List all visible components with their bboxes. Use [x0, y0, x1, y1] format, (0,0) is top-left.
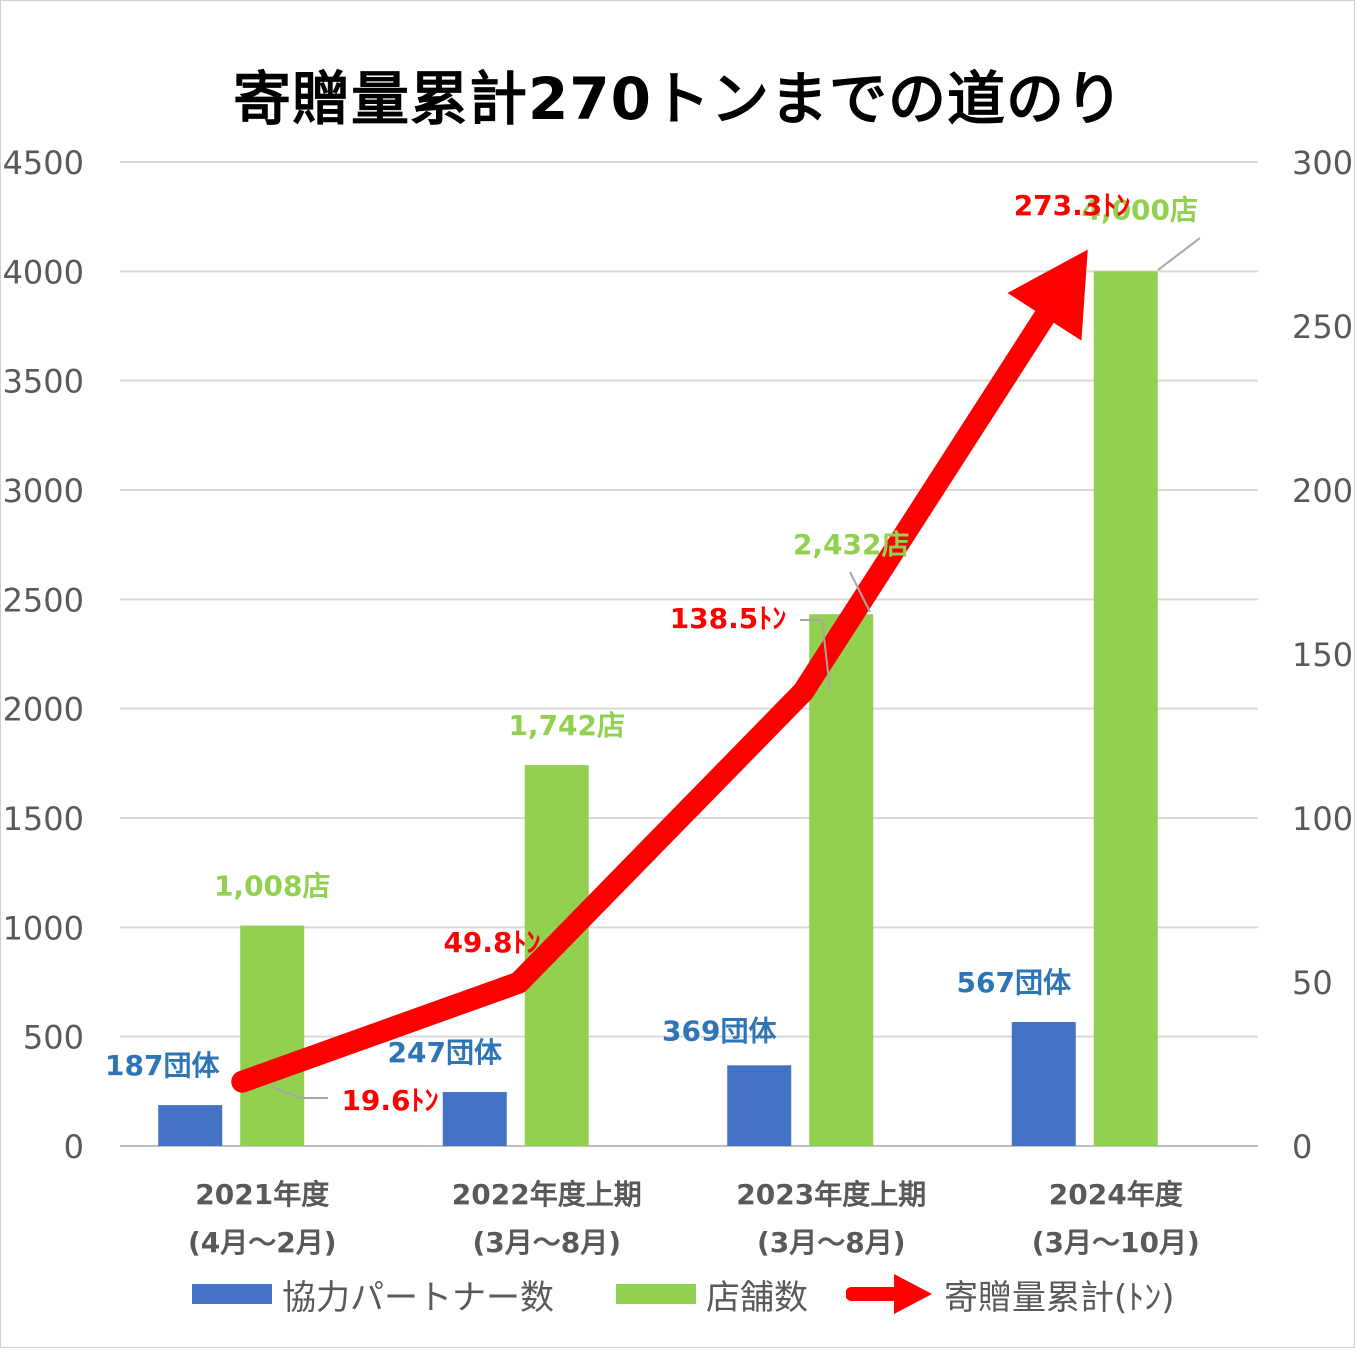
bar-partners	[1011, 1022, 1076, 1146]
left-axis-tick-label: 3000	[3, 472, 84, 510]
data-label-stores: 1,008店	[214, 870, 331, 903]
x-axis-category-label: 2024年度	[1049, 1178, 1183, 1211]
right-axis-tick-label: 150	[1292, 636, 1353, 674]
data-label-donation: 273.3ﾄﾝ	[1014, 189, 1131, 222]
data-label-partners: 567団体	[957, 966, 1072, 999]
donation-line	[231, 297, 1061, 1093]
data-label-donation: 19.6ﾄﾝ	[341, 1084, 438, 1117]
legend-item-stores: 店舗数	[616, 1268, 808, 1320]
legend-label-partners: 協力パートナー数	[282, 1277, 554, 1318]
right-axis-tick-label: 50	[1292, 964, 1333, 1002]
legend-item-partners: 協力パートナー数	[192, 1268, 554, 1320]
right-axis-tick-label: 200	[1292, 472, 1353, 510]
bar-partners	[727, 1065, 792, 1146]
data-label-stores: 2,432店	[793, 528, 910, 561]
left-axis-tick-label: 4500	[3, 144, 84, 182]
bar-partners	[442, 1091, 507, 1146]
right-axis-tick-label: 250	[1292, 308, 1353, 346]
x-axis-category-sublabel: (4月～2月)	[188, 1226, 337, 1259]
data-label-stores: 4,000店	[1081, 193, 1198, 226]
legend-swatch-partners	[192, 1284, 272, 1304]
data-label-donation: 138.5ﾄﾝ	[670, 602, 787, 635]
x-axis-category-label: 2022年度上期	[452, 1178, 642, 1211]
leader-line	[1157, 237, 1201, 271]
legend-label-donation: 寄贈量累計(ﾄﾝ)	[944, 1277, 1175, 1318]
x-axis-category-sublabel: (3月～10月)	[1032, 1226, 1200, 1259]
x-axis-category-sublabel: (3月～8月)	[757, 1226, 906, 1259]
bar-partners	[158, 1105, 223, 1146]
left-axis-tick-label: 2500	[3, 581, 84, 619]
legend: 協力パートナー数 店舗数 寄贈量累計(ﾄﾝ)	[0, 1268, 1357, 1320]
left-axis-tick-label: 1000	[3, 909, 84, 947]
left-axis-tick-label: 2000	[3, 691, 84, 729]
donation-arrowhead	[1007, 249, 1088, 341]
bar-stores	[809, 614, 874, 1146]
chart-title: 寄贈量累計270トンまでの道のり	[232, 65, 1125, 133]
data-label-donation: 49.8ﾄﾝ	[443, 926, 540, 959]
right-axis-tick-label: 0	[1292, 1128, 1312, 1166]
x-axis-category-sublabel: (3月～8月)	[472, 1226, 621, 1259]
left-axis-tick-label: 0	[64, 1128, 84, 1166]
right-axis-tick-label: 100	[1292, 800, 1353, 838]
legend-item-donation: 寄贈量累計(ﾄﾝ)	[846, 1268, 1175, 1320]
right-axis-tick-label: 300	[1292, 144, 1353, 182]
legend-label-stores: 店舗数	[706, 1277, 808, 1318]
leader-line	[849, 571, 871, 613]
left-axis-tick-label: 4000	[3, 253, 84, 291]
left-axis-tick-label: 1500	[3, 800, 84, 838]
x-axis-category-label: 2023年度上期	[736, 1178, 926, 1211]
x-axis-category-label: 2021年度	[195, 1178, 329, 1211]
legend-swatch-stores	[616, 1284, 696, 1304]
left-axis-tick-label: 500	[23, 1019, 84, 1057]
leader-line	[269, 1085, 328, 1099]
data-label-stores: 1,742店	[508, 709, 625, 742]
left-axis-tick-label: 3500	[3, 363, 84, 401]
bar-stores	[240, 925, 305, 1146]
legend-arrow-icon	[846, 1274, 932, 1314]
data-label-partners: 187団体	[105, 1049, 220, 1082]
bar-stores	[1093, 271, 1158, 1146]
leader-line	[800, 619, 831, 691]
data-label-partners: 247団体	[388, 1036, 503, 1069]
data-label-partners: 369団体	[662, 1014, 777, 1047]
